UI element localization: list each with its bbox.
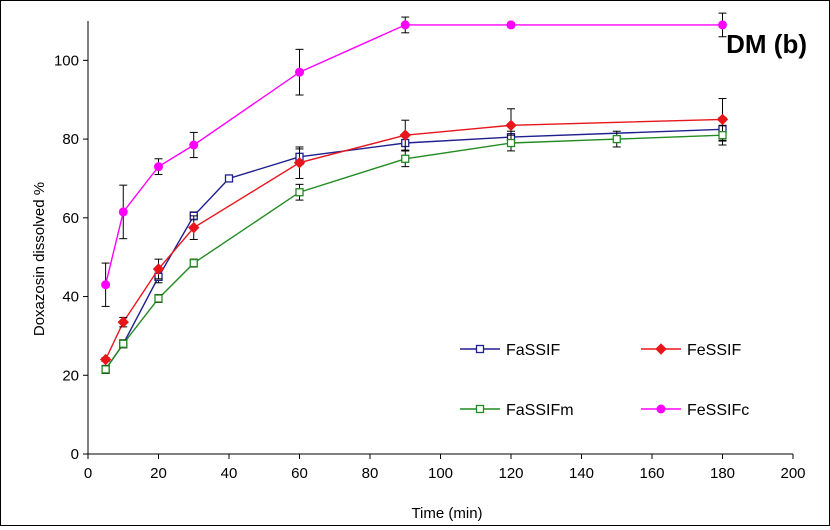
x-tick-label: 140	[569, 465, 594, 482]
series-fassifm	[101, 124, 727, 374]
legend-label: FeSSIFc	[687, 402, 749, 419]
data-point-fessif	[716, 113, 729, 126]
data-point-fessifc	[118, 207, 128, 217]
series-line-fessif	[104, 118, 723, 360]
legend-marker	[475, 344, 485, 354]
y-tick-label: 60	[62, 210, 79, 227]
x-tick-label: 20	[150, 465, 167, 482]
y-tick-label: 20	[62, 367, 79, 384]
data-point-fessifc	[295, 67, 304, 77]
data-point-fessif	[399, 129, 411, 141]
data-point-fassifm	[612, 134, 621, 144]
x-tick-label: 60	[291, 465, 308, 482]
legend-label: FaSSIF	[506, 342, 560, 359]
x-tick-label: 80	[362, 465, 379, 482]
series-layer	[99, 12, 729, 374]
x-tick-label: 0	[84, 465, 92, 482]
data-point-fassif	[224, 174, 234, 183]
legend-item-fassif: FaSSIF	[460, 342, 560, 359]
x-tick-label: 40	[221, 465, 238, 482]
data-point-fessif	[505, 119, 517, 132]
x-tick-label: 200	[780, 465, 805, 482]
data-point-fessif	[188, 221, 200, 234]
data-point-fassifm	[101, 365, 110, 374]
data-point-fessifc	[154, 162, 163, 172]
y-tick-label: 80	[62, 131, 79, 148]
data-point-fassifm	[154, 294, 163, 303]
data-point-fessif	[99, 353, 112, 366]
data-point-fessifc	[189, 140, 199, 150]
legend-marker	[655, 343, 667, 355]
data-point-fassifm	[401, 154, 410, 163]
legend-item-fessifc: FeSSIFc	[641, 402, 749, 419]
series-line-fassifm	[105, 134, 723, 370]
data-point-fassifm	[506, 138, 516, 148]
data-point-fassifm	[189, 258, 198, 268]
data-point-fessif	[117, 316, 129, 328]
x-tick-label: 100	[428, 465, 453, 482]
data-point-fessifc	[101, 280, 111, 290]
legend-item-fassifm: FaSSIFm	[460, 402, 574, 419]
y-tick-label: 40	[62, 289, 79, 306]
legend: FaSSIF FeSSIF FaSSIFm FeSSIFc	[460, 342, 749, 419]
chart-title: DM (b)	[726, 29, 807, 59]
series-fassif	[101, 116, 727, 374]
legend-item-fessif: FeSSIF	[641, 342, 741, 359]
data-point-fassifm	[119, 339, 128, 348]
legend-marker	[475, 404, 485, 414]
data-point-fessif	[293, 157, 306, 169]
series-line-fassif	[105, 128, 723, 370]
axes: 0 20 40 60 80 100 120 140 160 180 200 0 20 40 60 80 100	[54, 52, 806, 482]
data-point-fessifc	[400, 20, 410, 30]
data-point-fassifm	[295, 188, 304, 197]
data-point-fassifm	[718, 131, 727, 140]
x-tick-label: 160	[639, 465, 664, 482]
x-tick-label: 120	[498, 465, 523, 482]
y-axis-title: Doxazosin dissolved %	[31, 182, 48, 336]
data-point-fessif	[152, 263, 165, 275]
y-tick-label: 0	[71, 446, 79, 463]
legend-marker	[656, 404, 666, 414]
x-tick-label: 180	[710, 465, 735, 482]
y-tick-label: 100	[54, 52, 79, 69]
data-point-fessifc	[718, 20, 727, 30]
series-fessifc	[101, 12, 727, 307]
legend-label: FaSSIFm	[506, 402, 574, 419]
legend-label: FeSSIF	[687, 342, 741, 359]
series-line-fessifc	[104, 24, 723, 285]
x-axis-title: Time (min)	[411, 505, 482, 522]
data-point-fessifc	[506, 20, 516, 30]
